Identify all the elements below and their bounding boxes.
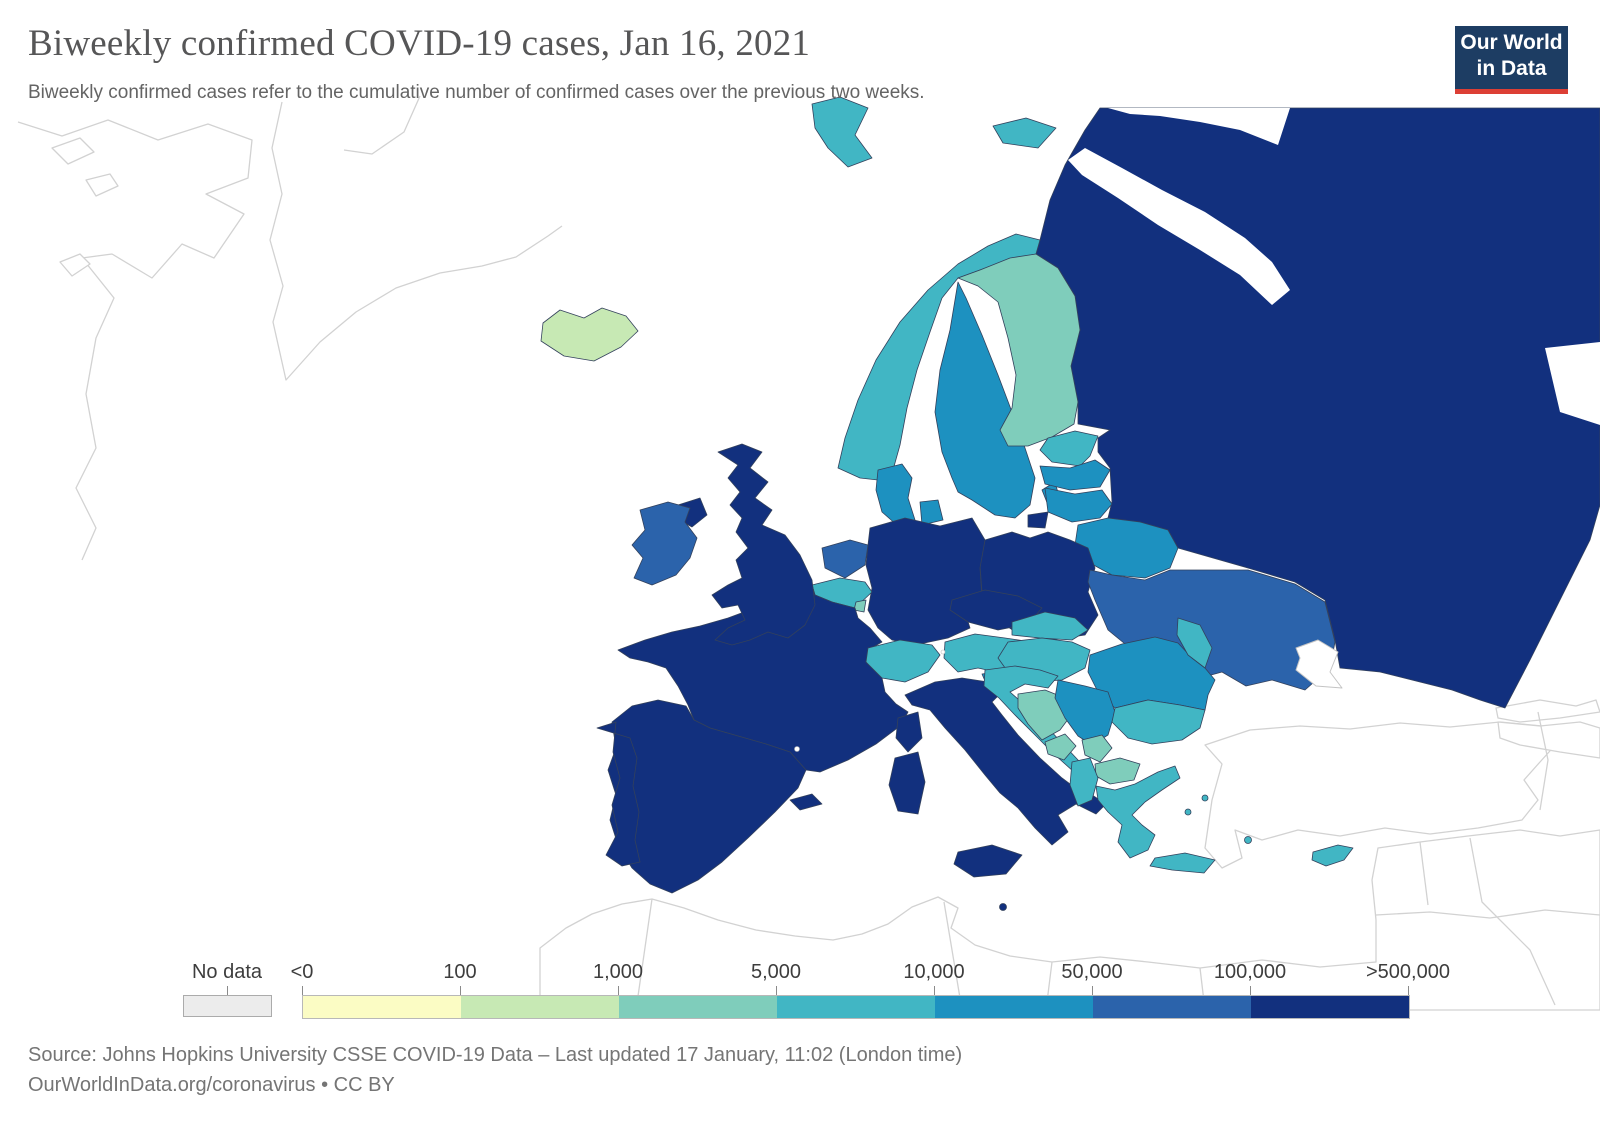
country-north-macedonia[interactable] (1094, 757, 1141, 785)
canada-coast (17, 119, 253, 561)
country-greece-island[interactable] (1244, 836, 1252, 844)
country-greece-crete[interactable] (1149, 852, 1216, 874)
north-africa (539, 829, 1600, 1011)
mideast-border (1469, 837, 1556, 1006)
owid-logo[interactable]: Our World in Data (1455, 26, 1568, 94)
owid-logo-line2: in Data (1476, 57, 1547, 80)
country-ukraine[interactable] (1087, 569, 1336, 691)
mideast-border (1419, 841, 1429, 906)
caspian-coast (1537, 711, 1549, 811)
source-line2[interactable]: OurWorldInData.org/coronavirus • CC BY (28, 1074, 395, 1096)
country-kosovo[interactable] (1081, 734, 1113, 763)
country-russia-kaliningrad[interactable] (1027, 511, 1049, 529)
legend-bin[interactable] (1251, 996, 1409, 1018)
source-note: Source: Johns Hopkins University CSSE CO… (28, 1040, 962, 1100)
country-ireland[interactable] (631, 501, 698, 586)
mideast-border (1375, 909, 1600, 919)
country-greece-island[interactable] (1184, 808, 1192, 816)
country-slovakia[interactable] (1011, 611, 1089, 641)
kara-inlet (1545, 342, 1600, 425)
armenia-azerbaijan (1497, 721, 1600, 759)
africa-border (943, 901, 963, 1011)
page-subtitle: Biweekly confirmed cases refer to the cu… (28, 82, 925, 103)
liechtenstein-dot (940, 649, 946, 655)
country-luxembourg[interactable] (853, 599, 867, 613)
country-lithuania[interactable] (1044, 487, 1113, 523)
country-france-corsica[interactable] (895, 711, 923, 753)
country-netherlands[interactable] (821, 539, 869, 579)
country-spain[interactable] (607, 699, 807, 894)
page-title: Biweekly confirmed COVID-19 cases, Jan 1… (28, 23, 811, 64)
country-moldova[interactable] (1176, 617, 1213, 669)
white-sea (1068, 148, 1290, 305)
country-denmark-isles[interactable] (919, 499, 944, 526)
greenland-coast-2 (343, 95, 421, 155)
country-germany[interactable] (865, 517, 986, 646)
country-bulgaria[interactable] (1111, 699, 1206, 745)
legend-bin[interactable] (777, 996, 935, 1018)
greenland-coast (269, 101, 563, 381)
country-cyprus[interactable] (1311, 844, 1354, 867)
country-portugal[interactable] (596, 721, 641, 867)
source-line1: Source: Johns Hopkins University CSSE CO… (28, 1044, 963, 1066)
country-spain-balearics[interactable] (789, 793, 823, 811)
turkey (1204, 721, 1559, 869)
country-switzerland[interactable] (865, 639, 941, 683)
choropleth-countries (540, 96, 1600, 911)
country-malta[interactable] (999, 903, 1007, 911)
legend-bin[interactable] (461, 996, 619, 1018)
legend-bin[interactable] (303, 996, 461, 1018)
arctic-island (85, 173, 119, 197)
country-latvia[interactable] (1039, 459, 1111, 491)
arctic-island (59, 253, 91, 277)
arctic-island (51, 137, 95, 165)
country-svalbard[interactable] (811, 96, 873, 168)
country-finland[interactable] (957, 253, 1081, 447)
country-svalbard[interactable] (992, 117, 1057, 149)
crimea-no-data (1295, 639, 1343, 689)
country-uk[interactable] (711, 443, 816, 646)
africa-border (635, 898, 653, 1011)
legend-bin[interactable] (1093, 996, 1251, 1018)
legend-color-bar[interactable] (302, 995, 1410, 1019)
country-iceland[interactable] (540, 307, 639, 362)
country-italy-sicily[interactable] (953, 844, 1023, 878)
country-italy-sardinia[interactable] (888, 751, 926, 815)
country-denmark[interactable] (875, 463, 916, 527)
country-russia[interactable] (1035, 107, 1600, 709)
owid-logo-line1: Our World (1460, 31, 1563, 54)
country-greece[interactable] (1095, 765, 1181, 859)
barents-sea-inlet (1108, 108, 1290, 145)
legend-bin[interactable] (935, 996, 1093, 1018)
country-estonia[interactable] (1039, 430, 1099, 467)
legend-bin[interactable] (619, 996, 777, 1018)
country-sweden[interactable] (934, 281, 1036, 519)
georgia (1495, 699, 1600, 723)
andorra-dot (794, 746, 800, 752)
country-montenegro[interactable] (1044, 733, 1077, 761)
country-greece-island[interactable] (1201, 794, 1209, 802)
country-albania[interactable] (1069, 757, 1099, 807)
